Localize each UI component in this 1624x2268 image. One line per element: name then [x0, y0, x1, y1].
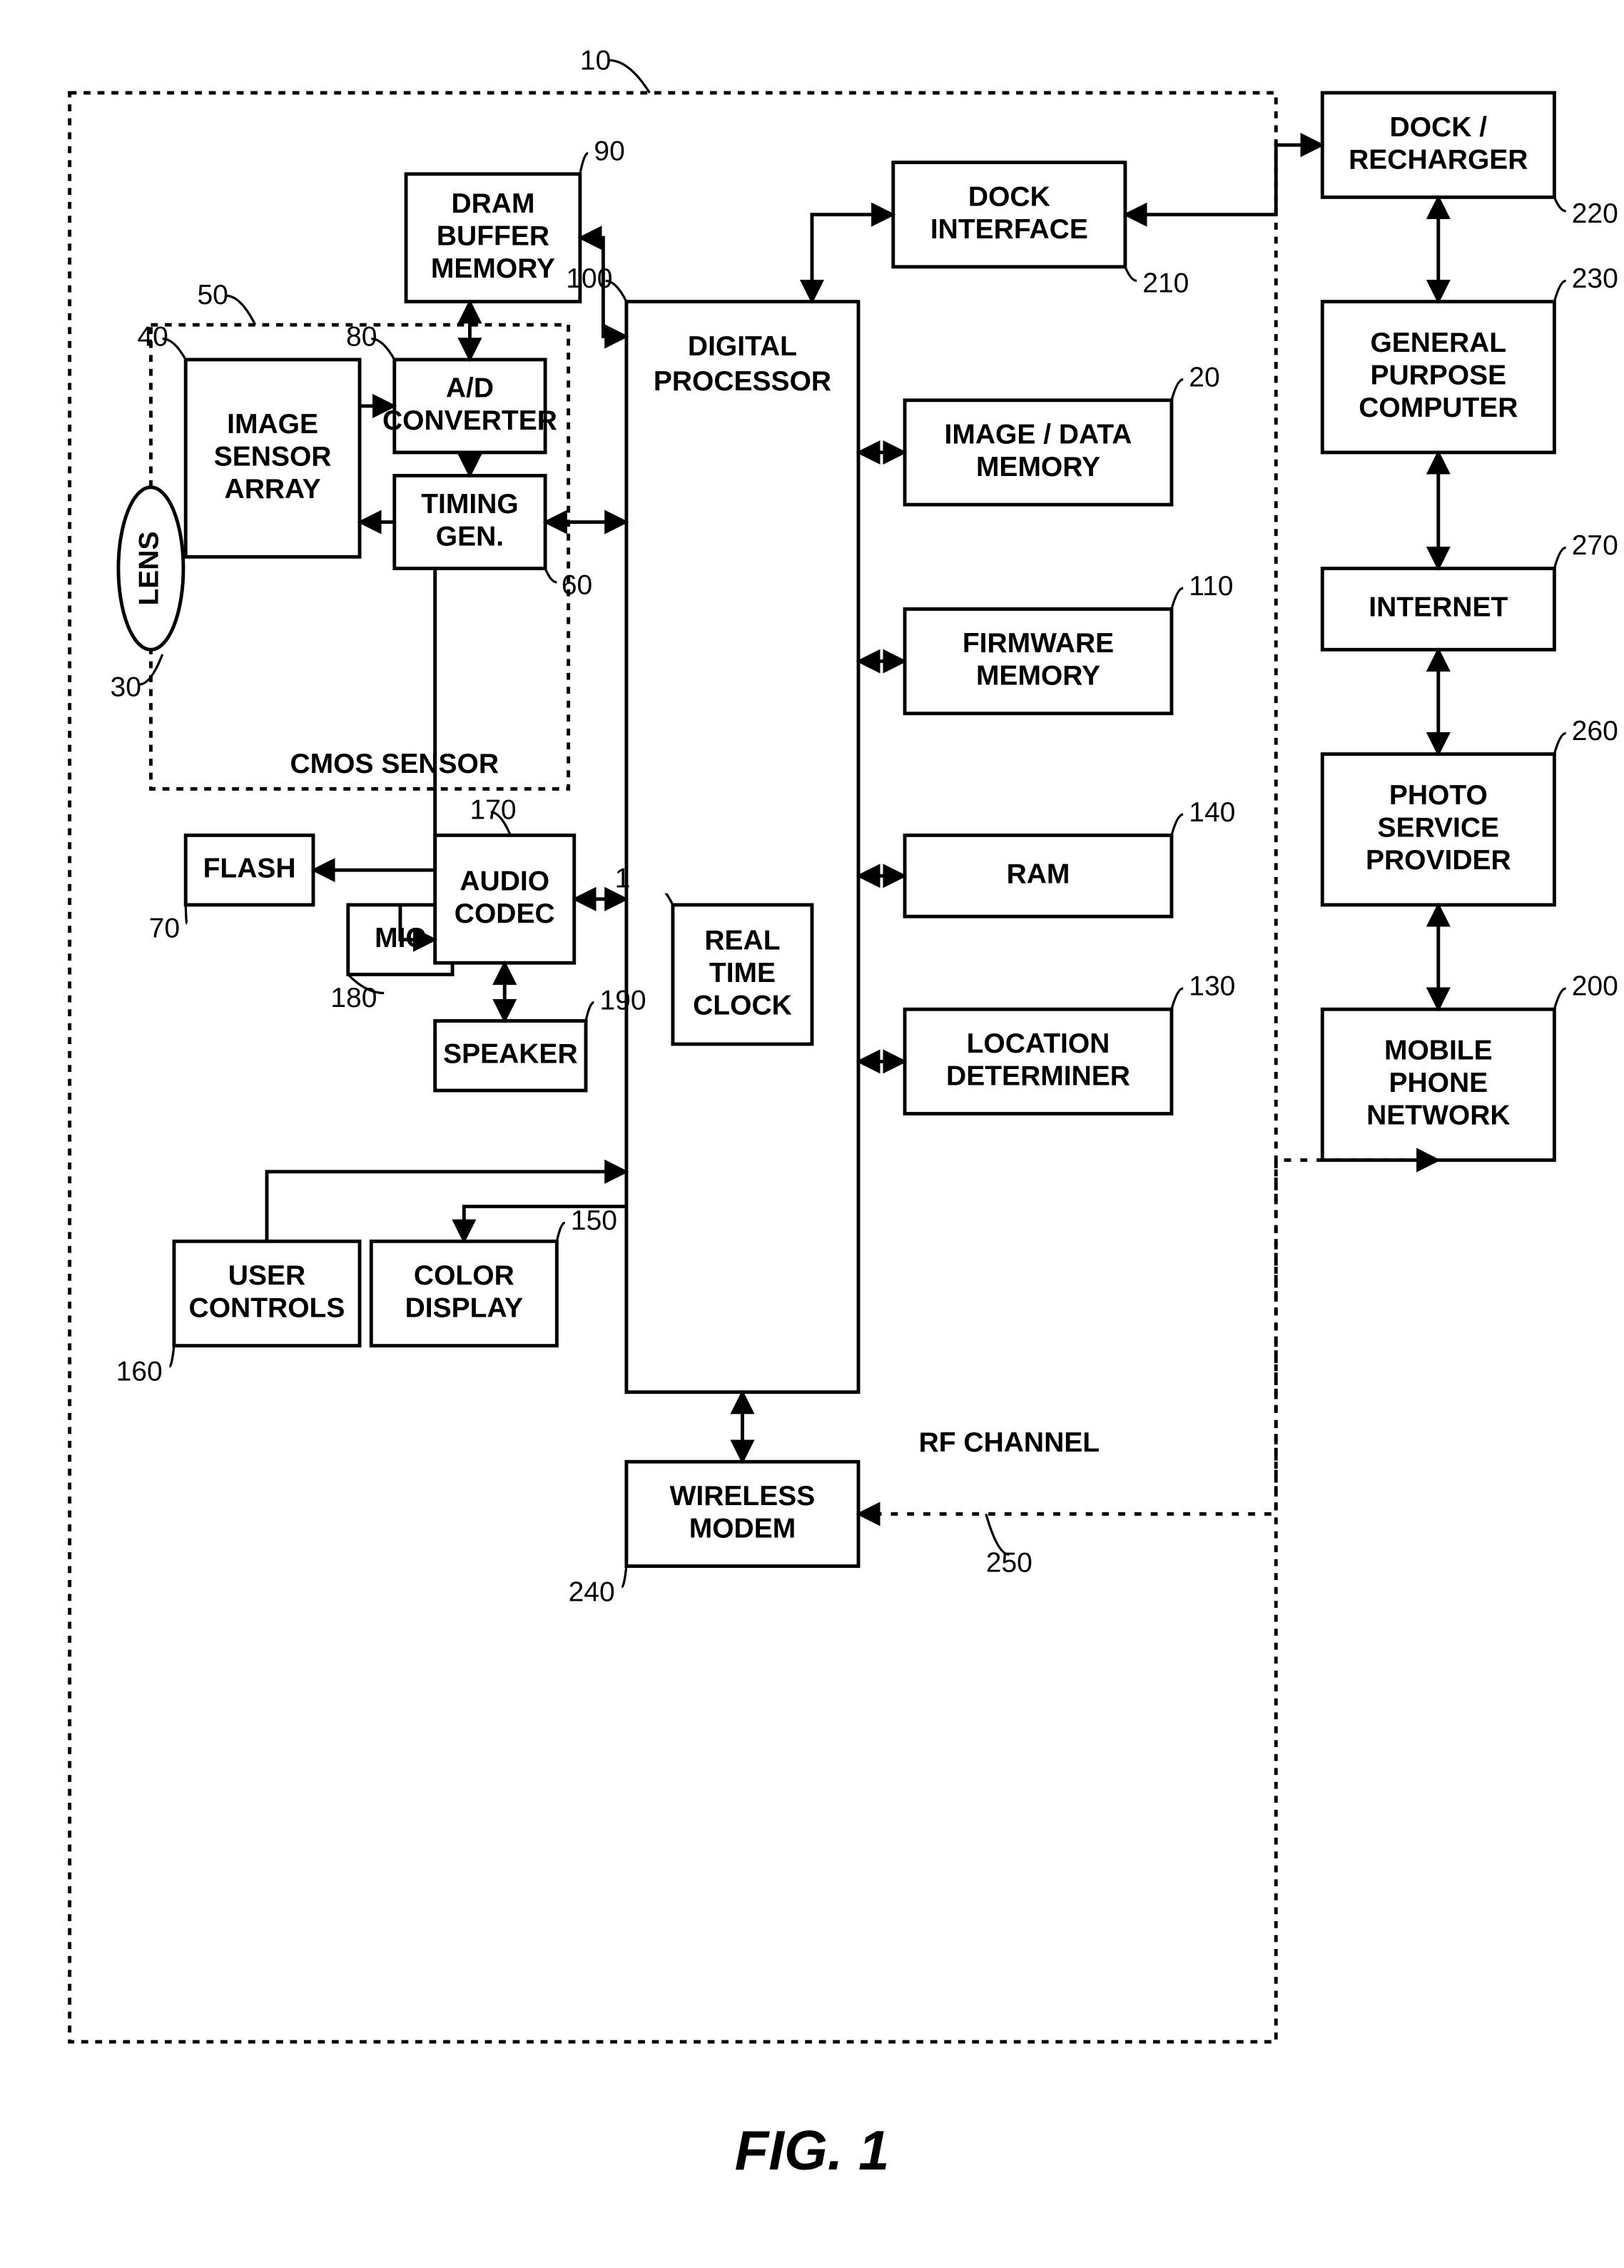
- svg-text:MEMORY: MEMORY: [431, 253, 555, 284]
- svg-text:DOCK: DOCK: [968, 181, 1050, 212]
- svg-text:ARRAY: ARRAY: [225, 474, 321, 505]
- svg-text:240: 240: [569, 1576, 615, 1607]
- svg-text:180: 180: [330, 983, 377, 1013]
- svg-text:MOBILE: MOBILE: [1384, 1036, 1493, 1066]
- svg-text:INTERNET: INTERNET: [1369, 592, 1508, 623]
- svg-text:130: 130: [1189, 971, 1235, 1002]
- svg-text:170: 170: [470, 795, 516, 826]
- svg-text:CMOS SENSOR: CMOS SENSOR: [290, 749, 499, 779]
- svg-text:RECHARGER: RECHARGER: [1349, 144, 1528, 175]
- svg-text:30: 30: [111, 672, 141, 702]
- svg-text:USER: USER: [228, 1260, 305, 1291]
- svg-text:CLOCK: CLOCK: [693, 990, 792, 1021]
- svg-text:250: 250: [986, 1548, 1032, 1579]
- svg-text:PHOTO: PHOTO: [1389, 780, 1488, 811]
- svg-text:DETERMINER: DETERMINER: [946, 1060, 1130, 1091]
- svg-text:TIMING: TIMING: [421, 489, 518, 520]
- svg-text:CONTROLS: CONTROLS: [189, 1293, 345, 1324]
- rf-channel-link: [858, 1160, 1438, 1514]
- svg-text:MEMORY: MEMORY: [976, 452, 1100, 482]
- svg-text:DIGITAL: DIGITAL: [688, 331, 797, 362]
- svg-text:70: 70: [149, 913, 180, 943]
- svg-text:FIG. 1: FIG. 1: [735, 2119, 890, 2182]
- svg-text:FLASH: FLASH: [203, 853, 296, 884]
- svg-text:REAL: REAL: [704, 925, 780, 956]
- svg-text:270: 270: [1572, 530, 1618, 561]
- svg-text:LENS: LENS: [134, 532, 165, 606]
- svg-text:BUFFER: BUFFER: [437, 221, 549, 252]
- svg-text:PHONE: PHONE: [1389, 1068, 1488, 1098]
- svg-text:60: 60: [562, 569, 592, 600]
- svg-text:MEMORY: MEMORY: [976, 661, 1100, 692]
- svg-text:50: 50: [197, 280, 228, 310]
- svg-text:80: 80: [346, 321, 377, 352]
- svg-text:COMPUTER: COMPUTER: [1359, 393, 1518, 423]
- svg-text:160: 160: [116, 1356, 163, 1387]
- svg-text:230: 230: [1572, 263, 1618, 294]
- svg-text:RAM: RAM: [1007, 859, 1070, 890]
- svg-text:90: 90: [594, 136, 624, 166]
- svg-text:RF CHANNEL: RF CHANNEL: [919, 1427, 1100, 1458]
- svg-text:40: 40: [137, 321, 168, 352]
- svg-text:SENSOR: SENSOR: [214, 441, 332, 472]
- svg-text:NETWORK: NETWORK: [1366, 1100, 1510, 1131]
- svg-text:150: 150: [571, 1205, 617, 1236]
- svg-text:INTERFACE: INTERFACE: [930, 214, 1088, 245]
- svg-text:IMAGE: IMAGE: [227, 409, 318, 440]
- svg-text:DOCK /: DOCK /: [1390, 112, 1488, 143]
- svg-text:CODEC: CODEC: [455, 898, 555, 929]
- svg-text:10: 10: [580, 46, 611, 76]
- svg-text:220: 220: [1572, 198, 1618, 229]
- svg-text:PROVIDER: PROVIDER: [1366, 845, 1511, 876]
- svg-text:MODEM: MODEM: [689, 1513, 796, 1544]
- svg-text:DRAM: DRAM: [451, 188, 534, 219]
- svg-text:SERVICE: SERVICE: [1378, 813, 1500, 844]
- svg-text:DISPLAY: DISPLAY: [405, 1293, 523, 1324]
- svg-text:PROCESSOR: PROCESSOR: [654, 366, 831, 397]
- svg-text:PURPOSE: PURPOSE: [1370, 360, 1506, 391]
- svg-text:TIME: TIME: [709, 958, 776, 988]
- svg-text:20: 20: [1189, 362, 1219, 393]
- svg-text:FIRMWARE: FIRMWARE: [963, 628, 1114, 659]
- svg-text:IMAGE / DATA: IMAGE / DATA: [945, 420, 1132, 450]
- svg-text:210: 210: [1142, 268, 1189, 299]
- svg-text:140: 140: [1189, 797, 1235, 828]
- svg-text:A/D: A/D: [446, 373, 494, 404]
- svg-text:LOCATION: LOCATION: [967, 1028, 1110, 1059]
- svg-text:GENERAL: GENERAL: [1370, 328, 1506, 358]
- svg-text:GEN.: GEN.: [436, 522, 504, 552]
- svg-text:100: 100: [566, 263, 612, 294]
- svg-text:260: 260: [1572, 716, 1618, 746]
- block-diagram: 10 CMOS SENSOR 50 LENS 30 IMAGESENSORARRAY A/D…: [0, 0, 1624, 2268]
- svg-text:AUDIO: AUDIO: [460, 866, 549, 896]
- svg-text:110: 110: [1189, 571, 1233, 602]
- svg-text:SPEAKER: SPEAKER: [443, 1039, 578, 1070]
- svg-text:COLOR: COLOR: [414, 1260, 514, 1291]
- svg-text:WIRELESS: WIRELESS: [670, 1481, 816, 1512]
- svg-text:200: 200: [1572, 971, 1618, 1002]
- svg-text:CONVERTER: CONVERTER: [382, 405, 557, 436]
- svg-text:190: 190: [600, 985, 646, 1016]
